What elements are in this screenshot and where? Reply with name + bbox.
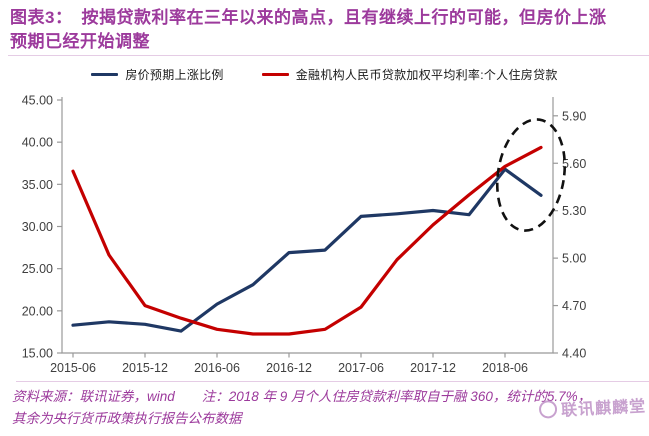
figure-title: 图表3： 按揭贷款利率在三年以来的高点，且有继续上行的可能，但房价上涨预期已经开…: [10, 8, 607, 51]
mortgage-rate-line: [71, 145, 543, 336]
left-axis-label: 15.00: [22, 347, 53, 361]
right-axis-label: 4.40: [562, 347, 586, 361]
highlight-ellipse: [495, 118, 567, 232]
x-axis-label: 2017-06: [338, 361, 384, 375]
watermark-seal-icon: [538, 399, 558, 419]
blue-line-swatch: [91, 72, 119, 76]
title-divider: [8, 55, 649, 56]
watermark-text: 联讯麒麟堂: [560, 398, 647, 420]
right-axis-label: 5.30: [562, 204, 586, 218]
house-price-expectation-line: [71, 167, 543, 333]
legend-label-mortgage-rate: 金融机构人民币贷款加权平均利率:个人住房贷款: [295, 67, 558, 82]
x-axis-label: 2017-12: [410, 361, 456, 375]
x-axis-label: 2015-06: [50, 361, 96, 375]
source-note-line1: 资料来源：联讯证券，wind 注：2018 年 9 月个人住房贷款利率取自于融 …: [12, 389, 592, 404]
left-axis-label: 25.00: [22, 262, 53, 276]
left-axis-label: 40.00: [22, 136, 53, 150]
left-axis-label: 35.00: [22, 178, 53, 192]
right-axis-label: 5.00: [562, 252, 586, 266]
right-axis-label: 4.70: [562, 299, 586, 313]
left-axis-label: 45.00: [22, 94, 53, 108]
legend-label-house-price-expectation: 房价预期上涨比例: [125, 67, 224, 82]
x-axis-label: 2018-06: [482, 361, 528, 375]
x-axis-label: 2015-12: [122, 361, 168, 375]
legend-item-house-price-expectation: 房价预期上涨比例: [91, 66, 223, 83]
left-axis-label: 30.00: [22, 220, 53, 234]
source-note-line2: 其余为央行货币政策执行报告公布数据: [12, 411, 242, 426]
x-axis-label: 2016-12: [266, 361, 312, 375]
red-line-swatch: [261, 72, 289, 76]
axis-frame: [61, 97, 554, 354]
right-axis-label: 5.90: [562, 109, 586, 123]
source-note: 资料来源：联讯证券，wind 注：2018 年 9 月个人住房贷款利率取自于融 …: [12, 386, 642, 430]
legend-item-mortgage-rate: 金融机构人民币贷款加权平均利率:个人住房贷款: [261, 66, 558, 83]
x-axis-label: 2016-06: [194, 361, 240, 375]
chart-legend: 房价预期上涨比例 金融机构人民币贷款加权平均利率:个人住房贷款: [0, 64, 649, 84]
right-axis-label: 5.60: [562, 157, 586, 171]
left-axis-label: 20.00: [22, 304, 53, 318]
footer-divider: [16, 381, 649, 382]
